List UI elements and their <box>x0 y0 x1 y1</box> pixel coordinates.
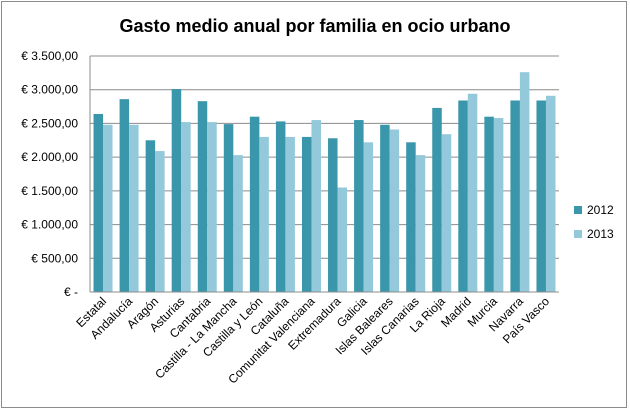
bar-2013-12 <box>389 129 400 292</box>
legend-swatch-2013 <box>574 230 582 238</box>
y-tick-label: € 3.500,00 <box>21 49 78 63</box>
y-tick-label: € 2.000,00 <box>21 150 78 164</box>
bar-2012-3 <box>145 140 156 292</box>
bar-2013-6 <box>233 155 243 292</box>
bar-2012-13 <box>406 142 416 292</box>
bar-2013-7 <box>259 136 269 292</box>
bar-2012-16 <box>484 116 494 292</box>
y-tick-label: € 1.500,00 <box>21 184 78 198</box>
bar-2013-17 <box>519 72 530 292</box>
chart-title: Gasto medio anual por familia en ocio ur… <box>119 16 510 36</box>
bar-2012-6 <box>223 124 234 292</box>
bar-2012-10 <box>328 138 338 292</box>
bar-2013-3 <box>155 151 165 292</box>
y-tick-label: € 2.500,00 <box>21 116 78 130</box>
bar-2012-9 <box>301 136 312 292</box>
bar-2013-4 <box>181 122 191 292</box>
bar-2013-11 <box>363 142 374 292</box>
bar-2012-2 <box>119 99 130 292</box>
bar-2012-5 <box>197 101 208 292</box>
y-tick-label: € 1.000,00 <box>21 218 78 232</box>
y-tick-label: € - <box>64 285 78 299</box>
legend-swatch-2012 <box>574 206 582 214</box>
bar-2013-14 <box>441 134 452 292</box>
gridlines <box>90 55 559 259</box>
bar-2013-5 <box>207 122 217 292</box>
bar-2013-13 <box>415 155 426 292</box>
legend-label-2012: 2012 <box>587 203 614 217</box>
bar-2012-18 <box>536 100 546 292</box>
y-tick-label: € 3.000,00 <box>21 83 78 97</box>
bar-2012-8 <box>275 121 286 292</box>
bar-2012-14 <box>432 107 442 292</box>
axes <box>89 56 559 293</box>
bar-2012-11 <box>354 120 364 292</box>
bar-2013-8 <box>285 136 295 292</box>
bar-2013-16 <box>493 118 504 292</box>
x-axis-ticks: EstatalAndalucíaAragónAsturiasCantabriaC… <box>73 294 552 387</box>
bar-2013-15 <box>467 93 478 292</box>
bar-2012-7 <box>249 116 260 292</box>
legend: 2012 2013 <box>574 203 614 241</box>
bar-2013-2 <box>129 124 139 292</box>
bars <box>93 72 556 292</box>
bar-2013-9 <box>311 120 321 292</box>
bar-2012-1 <box>93 113 104 292</box>
y-axis-ticks: € - € 500,00 € 1.000,00 € 1.500,00 € 2.000,0… <box>21 49 78 299</box>
y-tick-label: € 500,00 <box>31 251 78 265</box>
bar-2013-18 <box>545 95 556 292</box>
bar-2013-1 <box>103 124 113 292</box>
bar-2012-15 <box>458 100 468 292</box>
bar-2012-4 <box>171 89 182 292</box>
bar-2013-10 <box>337 187 348 292</box>
bar-2012-17 <box>510 100 520 292</box>
bar-2012-12 <box>380 124 390 292</box>
legend-label-2013: 2013 <box>587 227 614 241</box>
